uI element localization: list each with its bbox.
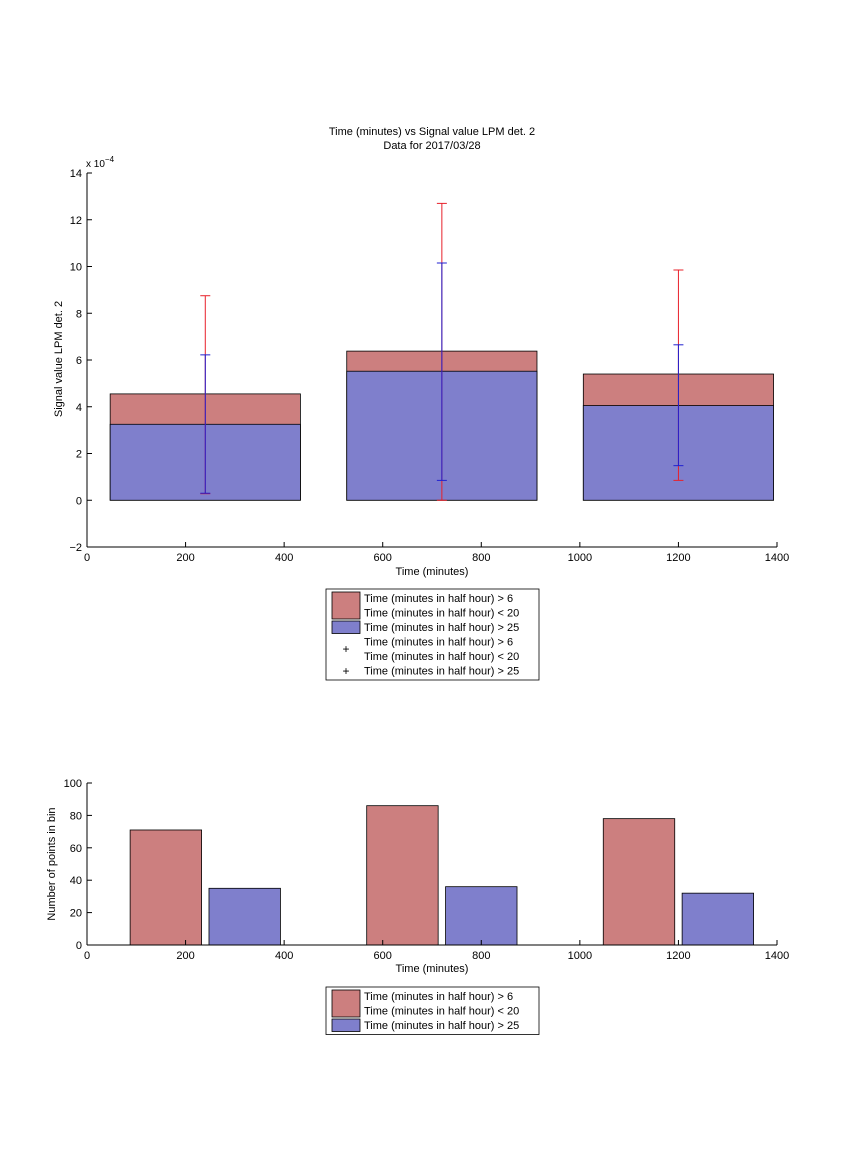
chart2-legend-entry-2-label-1: Time (minutes in half hour) > 25 — [364, 1020, 519, 1032]
chart1-y-multiplier-base: x 10 — [86, 159, 105, 170]
chart1-y-axis-label: Signal value LPM det. 2 — [53, 301, 65, 417]
chart2-bar-s1-2 — [366, 805, 439, 946]
chart-marks: 0 200 400 600 800 1000 1200 1400−202468101214Ti… — [64, 168, 789, 1035]
chart2-legend — [325, 986, 540, 1035]
chart1-legend-entry-3-label-1: Time (minutes in half hour) > 6 — [364, 637, 513, 649]
chart2-x-tick-label-1: 200 — [176, 950, 194, 962]
chart2-x-axis-label: Time (minutes) — [396, 963, 469, 975]
chart1-y-tick-label-0: −2 — [69, 542, 82, 554]
chart2-legend-entry-1-label-2: Time (minutes in half hour) < 20 — [364, 1006, 519, 1018]
chart1-y-tick-label-1: 0 — [76, 495, 82, 507]
chart1-y-tick-label-3: 4 — [76, 402, 82, 414]
chart1-x-tick-label-5: 1000 — [568, 552, 592, 564]
chart2-y-tick-label-4: 80 — [70, 810, 82, 822]
chart1-x-tick-label-1: 200 — [176, 552, 194, 564]
chart2-bar-s2-1 — [208, 887, 281, 946]
chart1-legend-entry-1-swatch — [331, 591, 361, 620]
chart2-x-tick-label-0: 0 — [84, 950, 90, 962]
chart1-y-tick-label-8: 14 — [70, 168, 82, 180]
chart1-x-tick-label-4: 800 — [472, 552, 490, 564]
chart2-y-tick-label-5: 100 — [64, 778, 82, 790]
chart1-y-tick-label-5: 8 — [76, 308, 82, 320]
chart2-x-tick-label-3: 600 — [374, 950, 392, 962]
chart1-x-tick-label-2: 400 — [275, 552, 293, 564]
chart1-legend-entry-1-label-1: Time (minutes in half hour) > 6 — [364, 593, 513, 605]
chart2-legend-entry-1-swatch — [331, 989, 361, 1018]
chart1-x-tick-label-0: 0 — [84, 552, 90, 564]
chart1-legend-entry-4-label-1: Time (minutes in half hour) > 25 — [364, 666, 519, 678]
chart1-x-tick-label-6: 1200 — [666, 552, 690, 564]
chart2-y-axis-label: Number of points in bin — [46, 807, 58, 920]
chart1-y-multiplier-exponent: −4 — [105, 155, 115, 164]
chart1-x-tick-label-7: 1400 — [765, 552, 789, 564]
chart1-title: Time (minutes) vs Signal value LPM det. … — [329, 126, 535, 138]
chart1-y-multiplier: x 10−4 — [86, 155, 115, 170]
chart2-bar-s2-3 — [681, 892, 754, 946]
chart2-y-tick-label-0: 0 — [76, 940, 82, 952]
chart1-y-tick-label-6: 10 — [70, 262, 82, 274]
chart2-bar-s2-2 — [445, 886, 518, 946]
chart2-y-tick-label-1: 20 — [70, 908, 82, 920]
chart2-bar-s1-1 — [129, 829, 202, 946]
chart1-legend-entry-3-label-2: Time (minutes in half hour) < 20 — [364, 651, 519, 663]
chart1-legend-entry-4-marker: + — [342, 664, 349, 678]
chart1-subtitle: Data for 2017/03/28 — [383, 140, 480, 152]
chart2-legend-entry-1-label-1: Time (minutes in half hour) > 6 — [364, 991, 513, 1003]
chart2-x-tick-label-5: 1000 — [568, 950, 592, 962]
chart2-x-tick-label-6: 1200 — [666, 950, 690, 962]
chart1-legend-entry-1-label-2: Time (minutes in half hour) < 20 — [364, 608, 519, 620]
chart2-y-tick-label-2: 40 — [70, 875, 82, 887]
chart1-x-tick-label-3: 600 — [374, 552, 392, 564]
chart1-y-tick-label-2: 2 — [76, 449, 82, 461]
chart1-y-tick-label-4: 6 — [76, 355, 82, 367]
chart2-y-tick-label-3: 60 — [70, 843, 82, 855]
chart1-y-tick-label-7: 12 — [70, 215, 82, 227]
chart2-bar-s1-3 — [602, 818, 676, 946]
chart1-legend-entry-3-marker: + — [342, 642, 349, 656]
chart2-legend-entry-2-swatch — [331, 1018, 361, 1032]
chart1-legend-entry-2-label-1: Time (minutes in half hour) > 25 — [364, 622, 519, 634]
chart1-legend — [325, 588, 540, 681]
chart2-x-tick-label-2: 400 — [275, 950, 293, 962]
chart1-x-axis-label: Time (minutes) — [396, 566, 469, 578]
chart2-x-tick-label-7: 1400 — [765, 950, 789, 962]
chart1-legend-entry-2-swatch — [331, 620, 361, 634]
chart2-x-tick-label-4: 800 — [472, 950, 490, 962]
